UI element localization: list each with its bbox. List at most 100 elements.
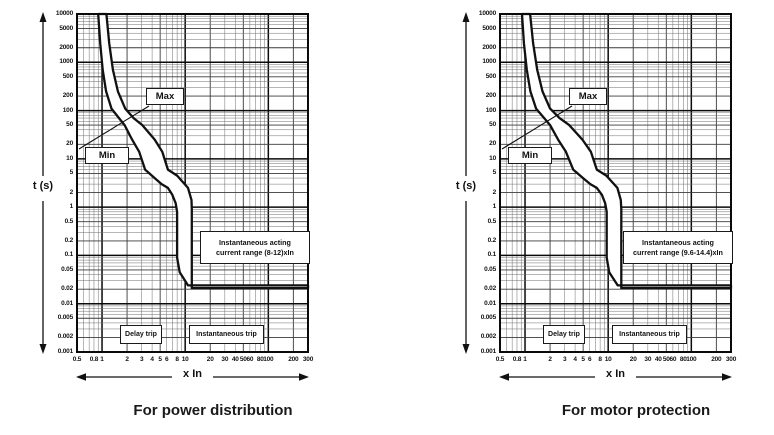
instantaneous-range-annotation-text: Instantaneous acting (642, 237, 714, 247)
x-tick-label: 8 (175, 356, 179, 363)
y-tick-label: 50 (489, 121, 496, 129)
x-tick-label: 4 (150, 356, 154, 363)
y-tick-label: 5000 (482, 24, 496, 32)
x-tick-label: 300 (725, 356, 737, 363)
y-tick-label: 0.001 (480, 348, 496, 355)
x-tick-label: 80 (256, 356, 264, 363)
y-tick-label: 200 (485, 92, 496, 100)
caption-power-distribution: For power distribution (133, 402, 293, 419)
y-tick-label: 0.005 (57, 314, 73, 322)
x-tick-label: 50 (662, 356, 670, 363)
y-tick-label: 1 (492, 203, 497, 211)
x-tick-label: 40 (654, 356, 662, 363)
y-tick-label: 1000 (59, 58, 73, 66)
x-tick-label: 200 (711, 356, 722, 363)
x-tick-label: 3 (562, 356, 567, 363)
x-tick-label: 8 (598, 356, 602, 363)
x-tick-label: 6 (165, 356, 169, 363)
trip-band-curve (97, 12, 310, 290)
y-tick-label: 100 (62, 106, 73, 114)
delay-trip-region-label: Delay trip (120, 325, 162, 344)
min-curve-label-text: Min (521, 150, 539, 161)
min-curve-label-text: Min (98, 150, 116, 161)
y-tick-label: 1 (69, 203, 74, 211)
y-axis-arrowhead-down-icon (39, 344, 47, 354)
y-tick-label: 0.1 (487, 251, 497, 259)
plot-border (76, 13, 309, 353)
x-tick-label: 100 (263, 356, 274, 363)
x-tick-label: 4 (573, 356, 577, 363)
y-tick-label: 50 (66, 121, 73, 129)
y-tick-label: 2000 (59, 43, 73, 51)
instantaneous-trip-region-label-text: Instantaneous trip (196, 331, 257, 338)
plot-border (499, 13, 732, 353)
y-tick-label: 0.02 (61, 285, 73, 293)
x-tick-label: 20 (206, 356, 214, 363)
min-curve-label: Min (508, 147, 552, 164)
y-tick-label: 0.01 (61, 299, 73, 307)
x-tick-label: 100 (686, 356, 697, 363)
instantaneous-range-annotation: Instantaneous acting current range (9.6-1… (623, 231, 733, 264)
instantaneous-range-annotation: Instantaneous acting current range (8-12)… (200, 231, 310, 264)
y-tick-label: 10 (66, 154, 73, 162)
y-tick-label: 0.1 (64, 251, 74, 259)
y-tick-label: 0.001 (57, 348, 73, 355)
y-tick-label: 20 (66, 140, 73, 148)
y-tick-label: 0.02 (484, 285, 496, 293)
y-tick-label: 5000 (59, 24, 73, 32)
instantaneous-range-annotation-text: current range (9.6-14.4)xIn (633, 247, 723, 257)
y-tick-label: 0.002 (480, 333, 496, 341)
curve-label-leader-line (78, 105, 150, 150)
x-axis-arrowhead-right-icon (299, 373, 309, 381)
instantaneous-range-annotation-text: Instantaneous acting (219, 237, 291, 247)
max-curve-label-text: Max (155, 91, 175, 102)
x-tick-label: 20 (629, 356, 637, 363)
x-tick-label: 2 (548, 356, 552, 363)
x-tick-label: 50 (239, 356, 247, 363)
min-curve-label: Min (85, 147, 129, 164)
y-tick-label: 2 (69, 188, 74, 196)
y-tick-label: 1000 (482, 58, 496, 66)
x-tick-label: 10 (181, 356, 189, 363)
instantaneous-trip-region-label: Instantaneous trip (612, 325, 687, 344)
caption-motor-protection: For motor protection (561, 402, 711, 419)
max-curve-label-text: Max (578, 91, 598, 102)
y-tick-label: 0.05 (61, 265, 73, 273)
x-tick-label: 0.8 (512, 356, 522, 363)
curve-label-leader-line (501, 105, 573, 150)
x-axis-title: x In (606, 368, 625, 380)
x-tick-label: 60 (669, 356, 677, 363)
y-tick-label: 0.5 (487, 217, 497, 225)
x-tick-label: 2 (125, 356, 129, 363)
instantaneous-range-annotation-text: current range (8-12)xIn (216, 247, 294, 257)
x-axis-title: x In (183, 368, 202, 380)
y-tick-label: 10000 (478, 10, 496, 17)
y-tick-label: 0.5 (64, 217, 74, 225)
trip-band-curve (520, 12, 733, 290)
y-axis-arrowhead-up-icon (462, 12, 470, 22)
x-tick-label: 60 (246, 356, 254, 363)
y-tick-label: 10000 (55, 10, 73, 17)
y-tick-label: 100 (485, 106, 496, 114)
x-axis-arrowhead-right-icon (722, 373, 732, 381)
y-tick-label: 200 (62, 92, 73, 100)
x-tick-label: 30 (221, 356, 229, 363)
x-tick-label: 300 (302, 356, 314, 363)
x-axis-arrowhead-left-icon (499, 373, 509, 381)
x-tick-label: 3 (139, 356, 144, 363)
x-axis-arrowhead-left-icon (76, 373, 86, 381)
x-tick-label: 30 (644, 356, 652, 363)
x-tick-label: 200 (288, 356, 299, 363)
x-tick-label: 10 (604, 356, 612, 363)
y-axis-title: t (s) (32, 180, 54, 192)
y-axis-title: t (s) (455, 180, 477, 192)
y-tick-label: 2000 (482, 43, 496, 51)
x-tick-label: 1 (100, 356, 104, 363)
delay-trip-region-label: Delay trip (543, 325, 585, 344)
x-tick-label: 6 (588, 356, 592, 363)
x-tick-label: 1 (523, 356, 527, 363)
y-tick-label: 0.05 (484, 265, 496, 273)
x-tick-label: 80 (679, 356, 687, 363)
y-tick-label: 0.005 (480, 314, 496, 322)
